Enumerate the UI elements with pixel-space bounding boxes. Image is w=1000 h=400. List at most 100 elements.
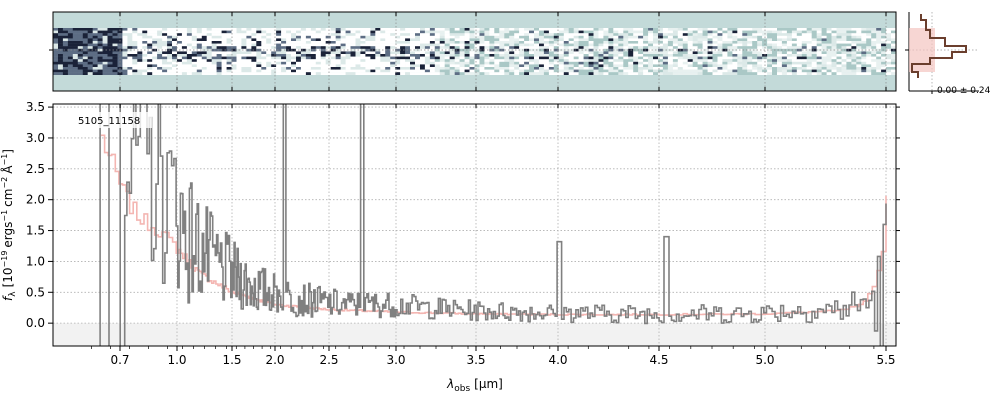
spectrum-2d-pixel — [226, 46, 232, 49]
spectrum-2d-pixel — [558, 30, 565, 34]
spectrum-2d-pixel — [687, 54, 693, 57]
spectrum-2d-pixel — [881, 67, 887, 70]
spectrum-2d-pixel — [464, 33, 470, 36]
spectrum-2d-pixel — [291, 59, 297, 62]
spectrum-2d-pixel — [201, 33, 208, 36]
spectrum-2d-pixel — [514, 28, 520, 31]
spectrum-2d-pixel — [727, 67, 733, 70]
spectrum-2d-pixel — [246, 51, 252, 55]
spectrum-2d-pixel — [752, 51, 758, 55]
spectrum-2d-pixel — [196, 38, 203, 42]
spectrum-2d-pixel — [345, 56, 351, 60]
spectrum-2d-pixel — [548, 35, 555, 39]
spectrum-2d-pixel — [181, 38, 188, 42]
spectrum-2d-pixel — [563, 35, 570, 39]
object-label: 5105_11158 — [78, 116, 140, 127]
spectrum-2d-pixel — [271, 43, 277, 47]
spectrum-2d-pixel — [524, 38, 530, 42]
spectrum-2d-pixel — [97, 43, 103, 47]
spectrum-2d-pixel — [221, 72, 227, 75]
spectrum-2d-pixel — [137, 69, 143, 73]
spectrum-2d-pixel — [821, 38, 827, 42]
spectrum-2d-pixel — [58, 72, 64, 75]
spectrum-2d-pixel — [142, 38, 148, 42]
spectrum-2d-pixel — [548, 67, 555, 70]
spectrum-2d-pixel — [886, 35, 892, 39]
spectrum-2d-pixel — [777, 35, 783, 39]
spectrum-2d-pixel — [360, 35, 366, 39]
spectrum-2d-pixel — [633, 56, 639, 60]
spectrum-2d-pixel — [241, 48, 247, 52]
spectrum-2d-pixel — [281, 35, 287, 39]
spectrum-2d-pixel — [87, 69, 93, 73]
spectrum-2d-pixel — [350, 64, 356, 68]
spectrum-2d-pixel — [345, 46, 351, 49]
spectrum-2d-pixel — [236, 59, 242, 62]
spectrum-2d-pixel — [633, 30, 639, 34]
spectrum-2d-pixel — [439, 28, 446, 31]
spectrum-2d-pixel — [216, 38, 222, 42]
spectrum-2d-pixel — [459, 38, 465, 42]
spectrum-2d-pixel — [886, 67, 892, 70]
spectrum-2d-pixel — [424, 28, 431, 31]
spectrum-2d-pixel — [420, 69, 426, 73]
spectrum-2d-pixel — [276, 72, 282, 75]
spectrum-2d-pixel — [211, 54, 217, 57]
spectrum-2d-pixel — [256, 43, 262, 47]
profile-panel: -0.00 ± 0.24 — [905, 12, 991, 96]
spectrum-2d-pixel — [266, 41, 272, 44]
spectrum-2d-pixel — [107, 33, 113, 36]
spectrum-2d-pixel — [504, 33, 510, 36]
spectrum-2d-pixel — [305, 41, 312, 44]
spectrum-2d-pixel — [806, 30, 812, 34]
spectrum-2d-pixel — [707, 69, 713, 73]
spectrum-2d-pixel — [573, 38, 579, 42]
spectrum-2d-pixel — [77, 35, 84, 39]
spectrum-2d-pixel — [851, 64, 857, 68]
spectrum-2d-pixel — [682, 64, 689, 68]
spectrum-2d-pixel — [707, 28, 713, 31]
spectrum-2d-pixel — [767, 56, 773, 60]
spectrum-2d-pixel — [167, 61, 173, 65]
spectrum-2d-pixel — [246, 46, 252, 49]
spectrum-2d-pixel — [707, 64, 713, 68]
spectrum-2d-pixel — [672, 61, 679, 65]
spectrum-2d-pixel — [866, 38, 872, 42]
spectrum-2d-pixel — [836, 56, 842, 60]
spectrum-2d-pixel — [271, 28, 277, 31]
spectrum-2d-pixel — [296, 56, 302, 60]
spectrum-2d-pixel — [856, 54, 862, 57]
spectrum-2d-pixel — [330, 41, 336, 44]
spectrum-2d-pixel — [489, 61, 495, 65]
spectrum-2d-pixel — [643, 38, 649, 42]
spectrum-2d-pixel — [67, 69, 74, 73]
spectrum-2d-pixel — [261, 38, 267, 42]
spectrum-2d-pixel — [87, 41, 93, 44]
spectrum-2d-pixel — [747, 72, 753, 75]
spectrum-2d-pixel — [315, 41, 322, 44]
spectrum-2d-pixel — [375, 46, 381, 49]
spectrum-2d-pixel — [846, 30, 852, 34]
spectrum-2d-pixel — [444, 38, 450, 42]
spectrum-2d-pixel — [786, 35, 793, 39]
spectrum-2d-pixel — [613, 56, 619, 60]
spectrum-2d-pixel — [400, 38, 406, 42]
spectrum-2d-pixel — [876, 72, 882, 75]
spectrum-2d-pixel — [380, 61, 386, 65]
spectrum-2d-pixel — [281, 64, 287, 68]
spectrum-2d-pixel — [504, 48, 510, 52]
spectrum-2d-pixel — [742, 61, 748, 65]
spectrum-2d-pixel — [58, 46, 64, 49]
spectrum-2d-pixel — [122, 61, 128, 65]
x-tick-label: 4.5 — [649, 353, 668, 367]
spectrum-2d-pixel — [548, 30, 555, 34]
spectrum-2d-pixel — [732, 41, 738, 44]
spectrum-2d-pixel — [638, 28, 644, 31]
spectrum-2d-pixel — [355, 38, 361, 42]
spectrum-2d-pixel — [172, 28, 178, 31]
spectrum-2d-pixel — [628, 51, 634, 55]
spectrum-2d-pixel — [707, 35, 713, 39]
spectrum-2d-pixel — [82, 38, 89, 42]
spectrum-2d-pixel — [345, 28, 351, 31]
spectrum-2d-pixel — [672, 41, 679, 44]
